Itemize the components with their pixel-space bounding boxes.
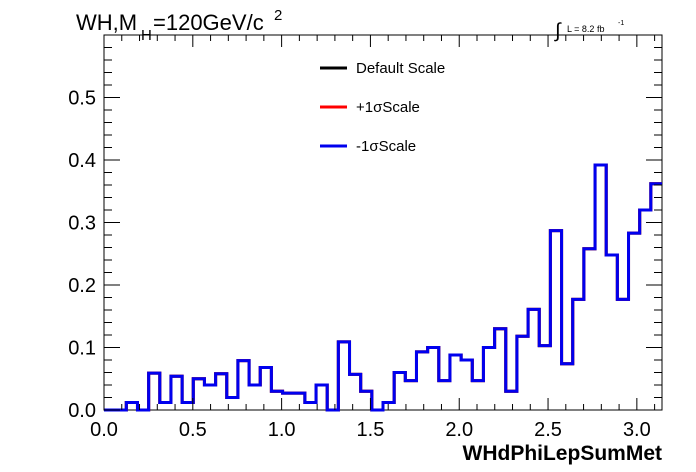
x-tick-label: 0.5: [179, 419, 207, 441]
legend-entry-label: -1σScale: [356, 138, 416, 155]
y-tick-label: 0.1: [68, 338, 96, 360]
lumi-superscript: -1: [618, 20, 624, 27]
legend: Default Scale +1σScale -1σScale: [320, 60, 445, 155]
x-tick-label: 3.0: [623, 419, 651, 441]
chart-title-rest: =120GeV/c: [153, 10, 264, 35]
lumi-label: L = 8.2 fb: [567, 24, 604, 34]
x-tick-label: 1.5: [357, 419, 385, 441]
y-tick-label: 0.4: [68, 150, 96, 172]
y-tick-label: 0.3: [68, 213, 96, 235]
x-axis-label: WHdPhiLepSumMet: [463, 442, 663, 465]
y-tick-label: 0.2: [68, 275, 96, 297]
x-tick-label: 0.0: [90, 419, 118, 441]
legend-entry-label: Default Scale: [356, 60, 445, 77]
chart-title-main: WH,M: [76, 10, 137, 35]
lumi-integral-symbol: ∫: [554, 20, 562, 42]
y-tick-label: 0.5: [68, 88, 96, 110]
series-layer: [104, 163, 662, 412]
x-tick-label: 1.0: [268, 419, 296, 441]
x-tick-label: 2.0: [445, 419, 473, 441]
chart-title-superscript: 2: [274, 7, 282, 24]
legend-entry-label: +1σScale: [356, 99, 420, 116]
y-tick-label: 0.0: [68, 400, 96, 422]
x-tick-label: 2.5: [534, 419, 562, 441]
chart-title-subscript: H: [141, 27, 152, 44]
series-line-2: [104, 163, 662, 412]
